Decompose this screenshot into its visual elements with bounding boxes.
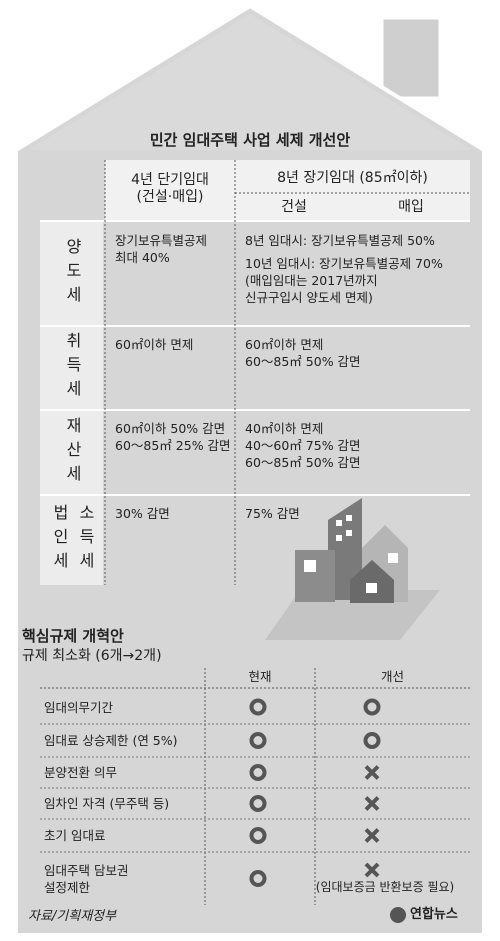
row-label: 소득세 [76,504,95,576]
status-circle [249,795,267,812]
status-circle [249,764,267,781]
buildings-illustration [265,498,440,640]
cell-text: 60㎡이하 면제 60～85㎡ 50% 감면 [245,337,361,369]
status-circle [249,732,267,749]
cell-text: 장기보유특별공제 최대 40% [115,233,208,265]
title: 민간 임대주택 사업 세제 개선안 [149,131,351,149]
source: 자료/기획재정부 [28,909,117,924]
status-cross [364,862,380,878]
logo-icon [390,907,406,923]
status-cross [364,796,380,811]
chimney [380,16,442,100]
roof [28,14,472,150]
status-circle [363,698,381,716]
reform-label: 임대주택 담보권 설정제한 [44,862,129,895]
status-circle [249,827,267,844]
logo: 연합뉴스 [410,907,458,922]
status-circle [249,870,267,887]
label-column [40,222,103,585]
cell-text: 60㎡이하 면제 [115,337,194,352]
header-sub: 매입 [398,199,424,215]
status-circle [363,732,381,749]
cell-text: 8년 임대시: 장기보유특별공제 50% [245,233,435,248]
reform-label: 초기 임대료 [44,828,106,843]
cell-text: 10년 임대시: 장기보유특별공제 70% (매입임대는 2017년까지 신규구… [245,256,443,305]
header-col1: 4년 단기임대 (건설·매입) [131,172,209,205]
status-cross [364,828,380,843]
reform-title: 핵심규제 개혁안 [22,627,124,645]
row-label: 법인세 [50,504,69,576]
header-col2: 8년 장기임대 (85㎡이하) [277,170,428,186]
reform-note: (임대보증금 반환보증 필요) [315,880,455,894]
cell-text: 30% 감면 [115,506,170,521]
header-sub: 건설 [281,199,307,215]
cell-text: 40㎡이하 면제 40～60㎡ 75% 감면 60～85㎡ 50% 감면 [245,421,361,470]
cell-text: 75% 감면 [245,506,300,521]
reform-header: 개선 [380,669,404,684]
header-cell [105,160,470,220]
status-cross [364,765,380,780]
status-circle [249,698,267,716]
row-label: 취득세 [63,332,82,404]
reform-label: 임대료 상승제한 (연 5%) [44,733,178,748]
cell-text: 60㎡이하 50% 감면 60～85㎡ 25% 감면 [115,421,231,453]
reform-label: 임대의무기간 [44,699,114,715]
reform-subtitle: 규제 최소화 (6개→2개) [22,648,162,664]
reform-header: 현재 [248,669,272,684]
reform-label: 임차인 자격 (무주택 등) [44,796,170,811]
row-label: 양도세 [63,238,82,310]
row-label: 재산세 [63,416,82,489]
reform-label: 분양전환 의무 [44,765,117,780]
